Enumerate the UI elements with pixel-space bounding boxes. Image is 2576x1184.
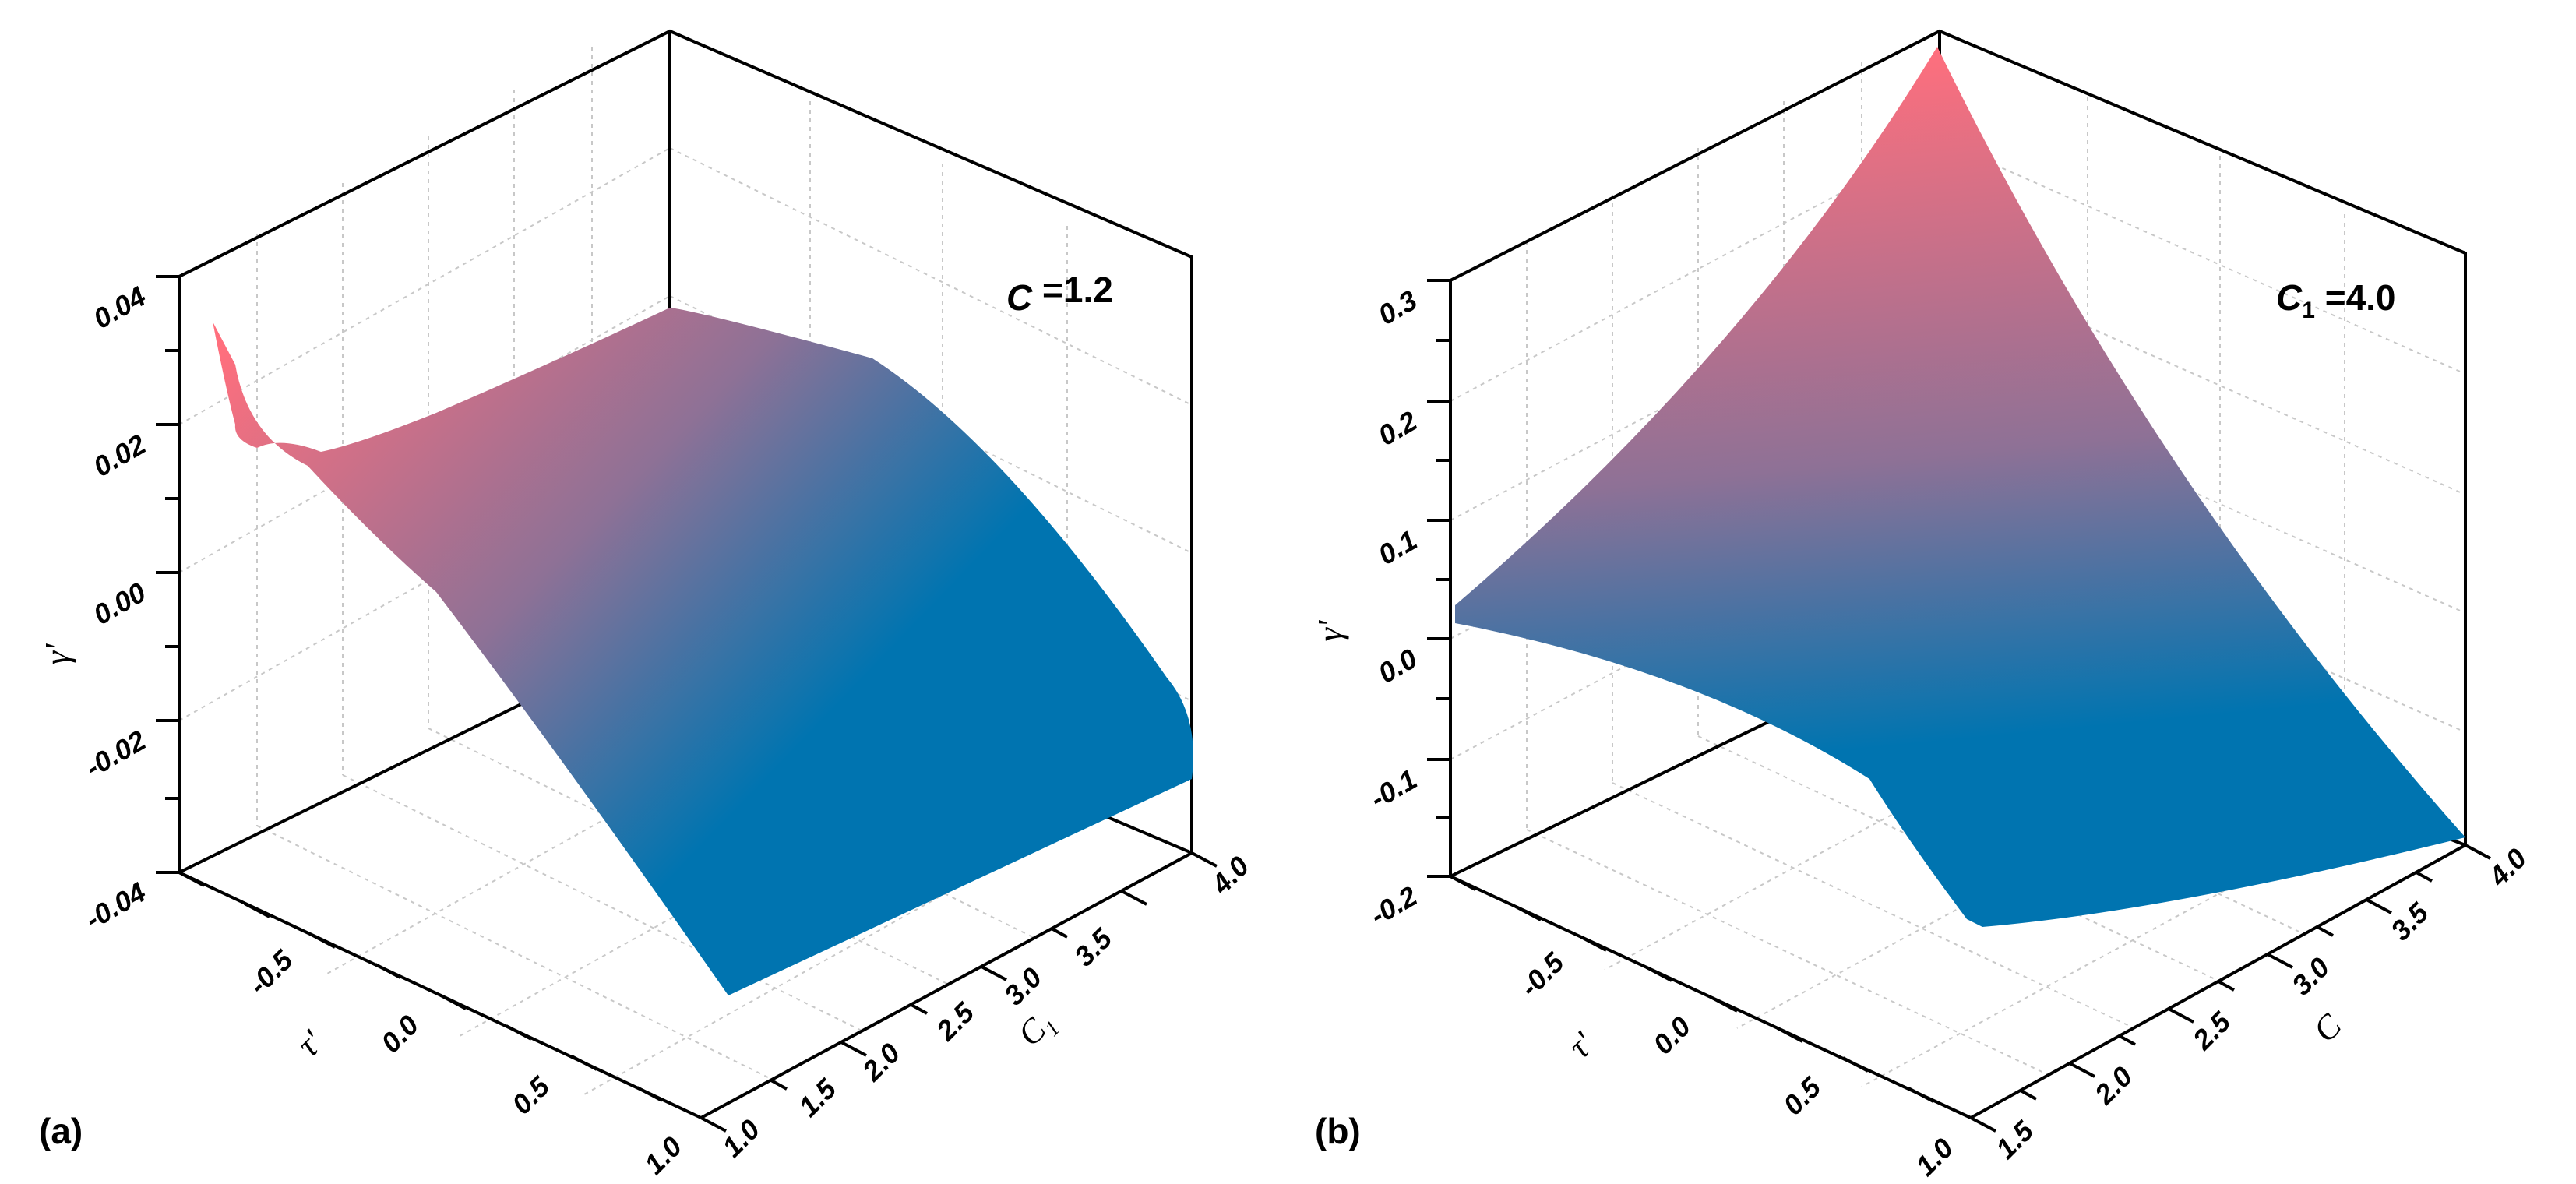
z-axis-ticks-panel-a <box>156 275 179 874</box>
y-axis-title: C1 <box>1010 1003 1065 1057</box>
y-tick-label: 1.0 <box>716 1113 766 1163</box>
y-axis-ticks-panel-b <box>1970 844 2491 1133</box>
y-tick-label: 2.0 <box>2088 1060 2138 1111</box>
x-tick-label: 1.0 <box>638 1130 688 1180</box>
x-tick-label: -0.5 <box>1514 946 1571 1003</box>
x-tick-label: 0.0 <box>375 1009 425 1059</box>
chart-panel-a: 0.04 0.02 0.00 -0.02 -0.04 γ' -0.5 0.0 0… <box>38 29 1255 1180</box>
y-tick-label: 4.0 <box>2482 842 2532 893</box>
z-tick-label: -0.1 <box>1365 763 1422 815</box>
z-tick-label: 0.0 <box>1373 642 1422 689</box>
z-tick-label: -0.02 <box>79 724 151 784</box>
z-tick-label: 0.00 <box>88 576 151 631</box>
panel-label-a: (a) <box>39 1111 83 1151</box>
y-tick-label: 3.0 <box>2285 951 2335 1001</box>
surface-panel-a <box>213 308 1193 995</box>
panel-label-b: (b) <box>1315 1111 1361 1151</box>
y-tick-label: 2.5 <box>929 995 981 1047</box>
z-tick-label: 0.04 <box>88 280 151 335</box>
x-axis-title: τ' <box>290 1022 332 1064</box>
x-tick-label: 0.5 <box>1777 1070 1827 1121</box>
parameter-label-panel-a: C =1.2 <box>1006 270 1113 318</box>
parameter-label-panel-b: C1 =4.0 <box>2276 277 2396 323</box>
z-tick-label: -0.04 <box>79 876 151 936</box>
y-tick-label: 1.5 <box>792 1072 843 1122</box>
z-tick-label: 0.1 <box>1373 523 1422 571</box>
x-tick-label: 0.0 <box>1647 1010 1697 1060</box>
x-tick-label: 0.5 <box>506 1069 556 1120</box>
z-axis-ticks-panel-b <box>1427 279 1450 878</box>
z-axis-title: γ' <box>1311 619 1349 641</box>
z-tick-label: 0.02 <box>88 428 151 483</box>
y-tick-label: 3.0 <box>998 961 1048 1011</box>
surface-panel-b <box>1455 47 2465 927</box>
y-tick-label: 2.5 <box>2186 1005 2237 1056</box>
y-tick-label: 4.0 <box>1204 850 1255 900</box>
z-tick-label: -0.2 <box>1365 879 1422 932</box>
y-tick-label: 2.0 <box>855 1037 906 1087</box>
z-tick-label: 0.3 <box>1373 284 1422 331</box>
y-tick-label: 3.5 <box>2384 896 2435 946</box>
y-tick-label: 3.5 <box>1068 921 1119 972</box>
x-tick-label: 1.0 <box>1909 1132 1959 1182</box>
x-tick-label: -0.5 <box>242 943 300 1001</box>
chart-panel-b: 0.3 0.2 0.1 0.0 -0.1 -0.2 γ' -0.5 0.0 0.… <box>1311 29 2532 1182</box>
x-axis-ticks-panel-a <box>178 871 663 1102</box>
x-axis-ticks-panel-b <box>1450 875 1934 1103</box>
y-tick-label: 1.5 <box>1989 1114 2040 1165</box>
z-axis-title: γ' <box>38 643 76 664</box>
x-axis-title: τ' <box>1561 1024 1603 1066</box>
y-axis-ticks-panel-a <box>700 851 1218 1133</box>
y-axis-title: C <box>2306 1006 2349 1050</box>
z-tick-label: 0.2 <box>1373 404 1422 452</box>
